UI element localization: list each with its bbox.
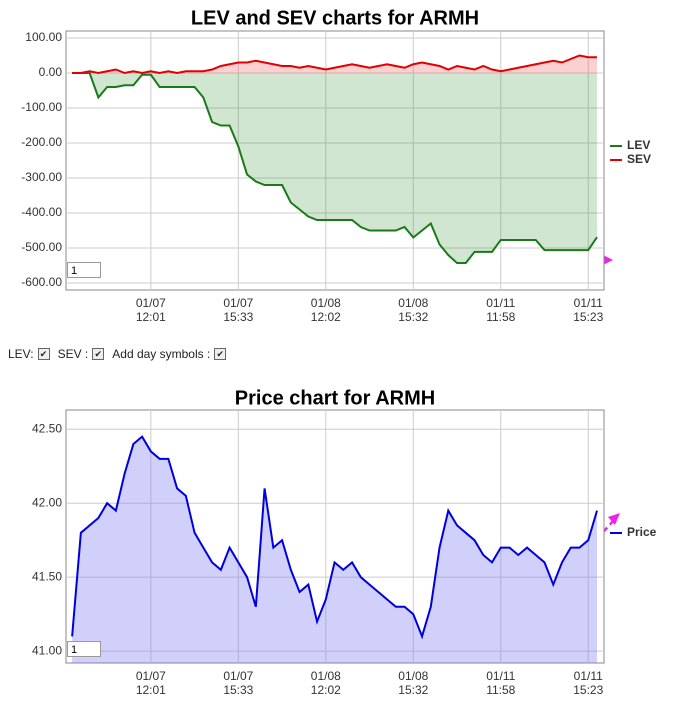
- legend-label: LEV: [627, 138, 650, 152]
- plot-area: [65, 30, 605, 291]
- x-tick-time: 15:33: [223, 310, 253, 324]
- x-tick-time: 12:02: [311, 683, 341, 697]
- x-tick-time: 11:58: [486, 310, 515, 324]
- x-tick-label: 01/11: [574, 296, 603, 310]
- zoom-input[interactable]: 1: [67, 641, 101, 657]
- x-tick-label: 01/11: [486, 669, 515, 683]
- x-tick-label: 01/07: [223, 669, 253, 683]
- y-tick-label: -100.00: [21, 100, 62, 114]
- x-tick-label: 01/07: [223, 296, 253, 310]
- series-line: [72, 72, 598, 265]
- area: [72, 73, 598, 264]
- y-tick-label: -600.00: [21, 275, 62, 289]
- y-tick-label: -500.00: [21, 240, 62, 254]
- y-tick-label: 41.50: [32, 569, 62, 583]
- area: [72, 436, 598, 663]
- x-tick-time: 11:58: [486, 683, 515, 697]
- legend-label: Price: [627, 525, 657, 539]
- x-tick-label: 01/08: [311, 669, 341, 683]
- x-tick-label: 01/11: [574, 669, 603, 683]
- y-tick-label: -200.00: [21, 135, 62, 149]
- x-tick-time: 15:33: [223, 683, 253, 697]
- checkbox[interactable]: ✔: [37, 348, 50, 360]
- series-line: [72, 54, 598, 75]
- x-tick-label: 01/11: [486, 296, 515, 310]
- y-tick-label: 42.50: [32, 421, 62, 435]
- x-tick-time: 15:32: [398, 310, 428, 324]
- x-tick-time: 15:23: [573, 683, 603, 697]
- x-tick-time: 12:01: [136, 310, 166, 324]
- x-tick-label: 01/08: [311, 296, 341, 310]
- y-tick-label: -300.00: [21, 170, 62, 184]
- x-tick-label: 01/08: [398, 669, 428, 683]
- y-tick-label: 100.00: [25, 30, 62, 44]
- checkbox[interactable]: ✔: [92, 348, 105, 360]
- control-label: SEV :: [57, 347, 89, 361]
- x-tick-time: 15:23: [573, 310, 603, 324]
- x-tick-label: 01/08: [398, 296, 428, 310]
- y-tick-label: 42.00: [32, 495, 62, 509]
- chart-title: LEV and SEV charts for ARMH: [191, 7, 479, 29]
- checkbox[interactable]: ✔: [214, 348, 227, 360]
- y-tick-label: 41.00: [32, 643, 62, 657]
- series-line: [71, 435, 598, 640]
- x-tick-time: 15:32: [398, 683, 428, 697]
- arrow-heads: [603, 255, 620, 525]
- legend-label: SEV: [627, 152, 651, 166]
- y-tick-label: 0.00: [39, 65, 63, 79]
- x-tick-label: 01/07: [136, 296, 166, 310]
- x-tick-label: 01/07: [136, 669, 166, 683]
- control-label: Add day symbols :: [112, 347, 211, 361]
- y-tick-label: -400.00: [21, 205, 62, 219]
- x-tick-time: 12:01: [136, 683, 166, 697]
- control-label: LEV:: [8, 347, 34, 361]
- zoom-input[interactable]: 1: [67, 262, 101, 278]
- controls: LEV: ✔ SEV : ✔ Add day symbols : ✔: [8, 347, 230, 361]
- x-tick-time: 12:02: [311, 310, 341, 324]
- chart-title: Price chart for ARMH: [235, 387, 435, 409]
- plot-area: [65, 409, 605, 664]
